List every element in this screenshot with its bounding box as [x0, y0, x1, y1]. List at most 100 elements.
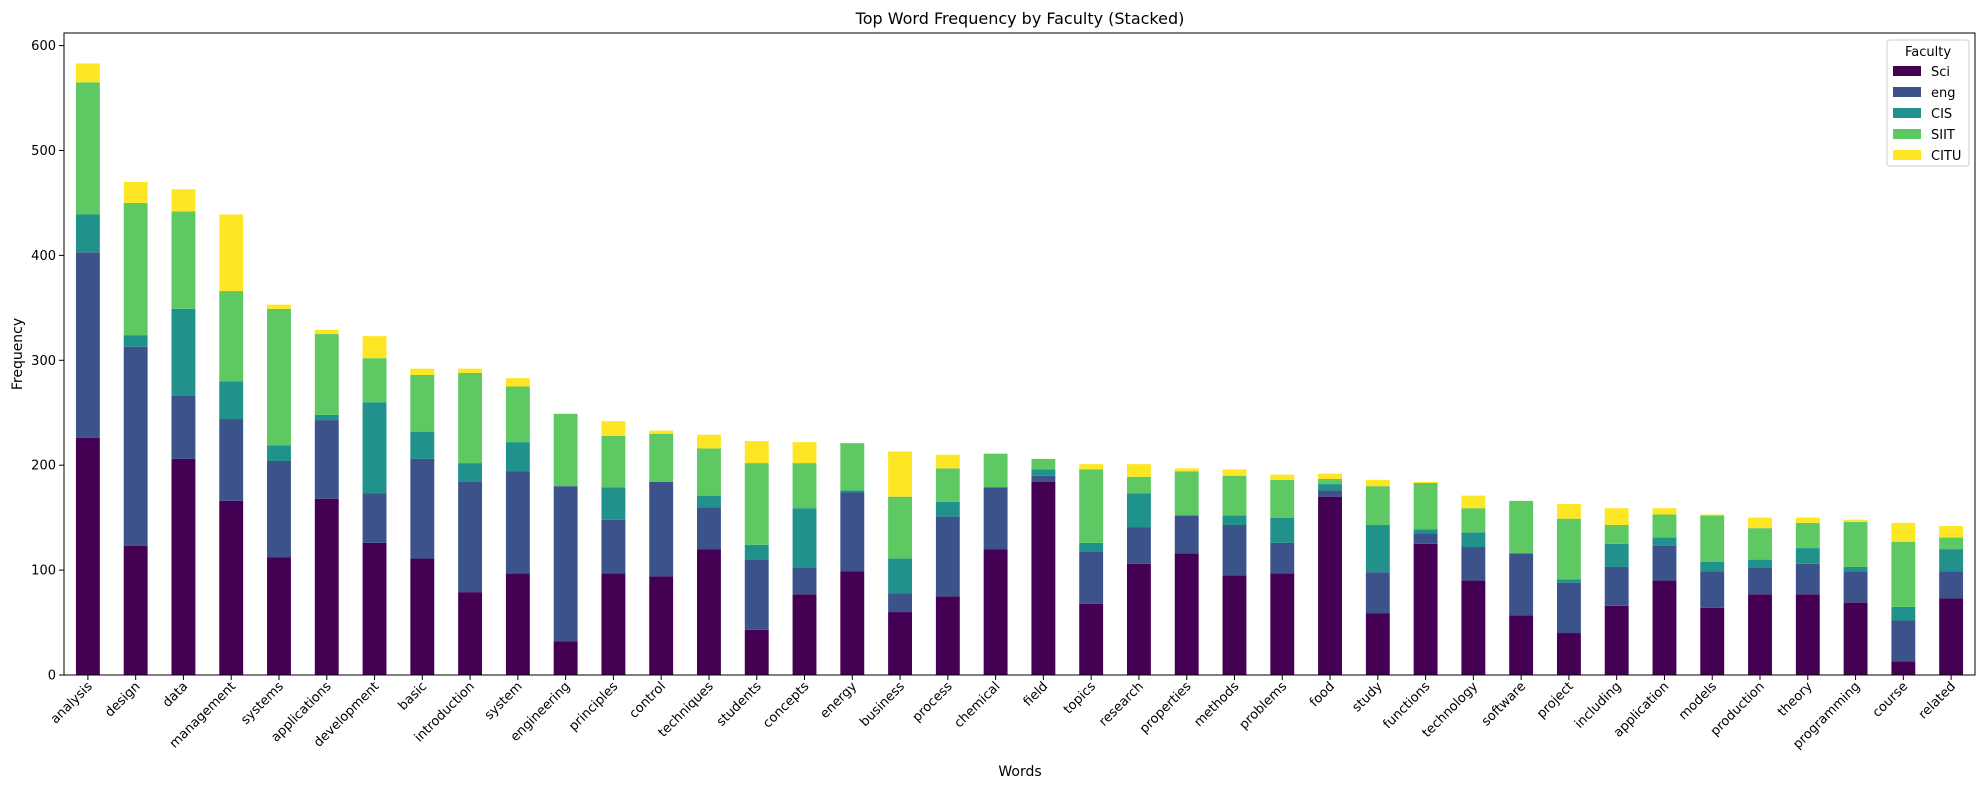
x-tick-label-system: system: [482, 679, 526, 723]
bar-project-eng: [1556, 582, 1581, 634]
bar-production-cis: [1748, 559, 1772, 568]
legend-label-siit: SIIT: [1931, 128, 1955, 143]
bar-functions-citu: [1413, 481, 1438, 484]
bar-technology-cis: [1461, 532, 1486, 548]
bar-chemical-siit: [983, 453, 1008, 488]
x-tick-label-design: design: [102, 679, 143, 720]
bar-principles-citu: [601, 421, 626, 436]
bar-control-citu: [649, 430, 674, 434]
bar-design-eng: [123, 346, 148, 546]
bar-basic-sci: [410, 558, 435, 675]
y-axis-title: Frequency: [10, 318, 26, 390]
y-tick-label: 100: [31, 564, 56, 579]
bar-course-eng: [1891, 620, 1916, 662]
bar-problems-cis: [1270, 517, 1295, 543]
bar-course-siit: [1891, 541, 1916, 607]
bar-theory-sci: [1795, 594, 1820, 675]
bar-development-citu: [362, 336, 387, 359]
bar-basic-eng: [410, 458, 435, 559]
x-tick-label-process: process: [910, 679, 956, 725]
bar-course-cis: [1891, 606, 1916, 621]
bars-layer: [75, 63, 1964, 675]
bar-principles-cis: [601, 487, 626, 520]
bar-software-sci: [1509, 615, 1534, 675]
bar-production-sci: [1748, 594, 1772, 675]
bar-development-siit: [362, 358, 387, 403]
bar-functions-siit: [1413, 483, 1438, 530]
bar-models-citu: [1700, 514, 1725, 516]
bar-business-cis: [888, 558, 913, 594]
bar-chemical-sci: [983, 549, 1008, 675]
bar-field-cis: [1031, 469, 1056, 476]
x-tick-label-business: business: [857, 679, 908, 730]
x-tick-label-course: course: [1870, 679, 1911, 720]
bar-process-eng: [935, 516, 960, 597]
bar-management-siit: [219, 291, 244, 382]
bar-development-cis: [362, 402, 387, 494]
bar-including-sci: [1604, 605, 1629, 675]
x-tick-label-topics: topics: [1061, 679, 1099, 717]
bar-data-sci: [171, 458, 196, 675]
bar-management-sci: [219, 500, 244, 675]
bar-basic-citu: [410, 368, 435, 375]
bar-methods-siit: [1222, 475, 1247, 516]
bar-development-eng: [362, 493, 387, 543]
bar-system-eng: [505, 471, 530, 574]
bar-applications-siit: [314, 334, 339, 415]
legend-label-eng: eng: [1931, 86, 1956, 101]
y-tick-label: 0: [48, 669, 56, 684]
x-tick-label-related: related: [1916, 679, 1959, 722]
bar-study-cis: [1365, 524, 1390, 573]
bar-food-siit: [1318, 478, 1342, 485]
bar-concepts-sci: [792, 594, 817, 675]
bar-related-sci: [1939, 598, 1964, 675]
bar-engineering-eng: [553, 486, 578, 642]
bar-techniques-cis: [697, 495, 721, 508]
bar-data-siit: [171, 211, 196, 309]
bar-software-siit: [1509, 500, 1534, 554]
y-axis: 0 100 200 300 400 500 600: [31, 39, 64, 684]
legend-items: Sci eng CIS SIIT CITU: [1893, 65, 1961, 164]
legend-swatch-siit: [1893, 129, 1921, 139]
legend-swatch-eng: [1893, 87, 1921, 97]
bar-food-cis: [1318, 484, 1342, 491]
x-tick-label-food: food: [1307, 679, 1338, 710]
bar-systems-siit: [267, 308, 291, 446]
x-tick-label-study: study: [1350, 679, 1386, 715]
bar-design-cis: [123, 335, 148, 347]
y-tick-label: 300: [31, 354, 56, 369]
bar-functions-cis: [1413, 529, 1438, 534]
bar-systems-sci: [267, 557, 291, 675]
bar-field-sci: [1031, 481, 1056, 675]
x-tick-label-data: data: [160, 679, 191, 710]
bar-study-siit: [1365, 486, 1390, 525]
chart-title: Top Word Frequency by Faculty (Stacked): [855, 9, 1185, 28]
bar-students-eng: [744, 559, 769, 630]
bar-principles-siit: [601, 435, 626, 488]
bar-data-eng: [171, 395, 196, 459]
x-tick-label-students: students: [714, 679, 765, 730]
bar-study-sci: [1365, 613, 1390, 675]
bar-students-siit: [744, 463, 769, 545]
bar-design-sci: [123, 545, 148, 675]
bar-software-eng: [1509, 553, 1534, 616]
bar-control-siit: [649, 433, 674, 482]
bar-programming-cis: [1843, 566, 1868, 572]
bar-methods-cis: [1222, 515, 1247, 525]
bar-business-citu: [888, 451, 913, 497]
x-tick-label-properties: properties: [1137, 679, 1195, 737]
legend-title: Faculty: [1905, 45, 1951, 60]
bar-engineering-siit: [553, 413, 578, 487]
bar-problems-eng: [1270, 542, 1295, 574]
bar-basic-siit: [410, 374, 435, 432]
bar-business-eng: [888, 593, 913, 613]
bar-theory-citu: [1795, 517, 1820, 523]
y-tick-label: 200: [31, 459, 56, 474]
bar-analysis-sci: [75, 437, 100, 675]
bar-properties-siit: [1174, 471, 1199, 516]
bar-programming-citu: [1843, 519, 1868, 522]
bar-including-siit: [1604, 524, 1629, 544]
bar-technology-siit: [1461, 508, 1486, 533]
bar-principles-sci: [601, 573, 626, 675]
bar-including-cis: [1604, 543, 1629, 567]
